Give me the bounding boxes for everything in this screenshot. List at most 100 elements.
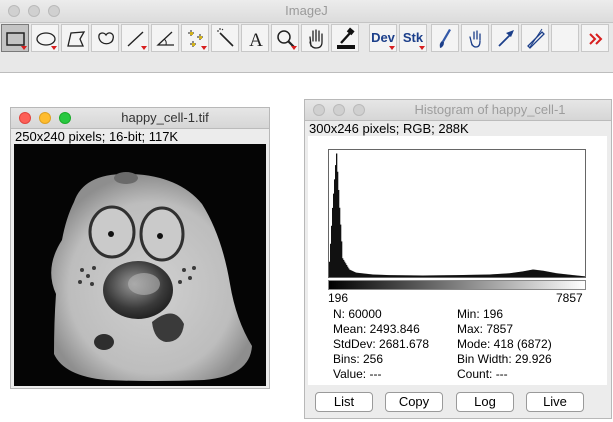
- histogram-bar: [390, 275, 392, 277]
- copy-button[interactable]: Copy: [385, 392, 443, 412]
- histogram-bar: [498, 273, 500, 277]
- histogram-bar: [363, 273, 365, 277]
- histogram-bar: [462, 275, 464, 277]
- line-tool[interactable]: [121, 24, 149, 52]
- scroll-tool[interactable]: [301, 24, 329, 52]
- histogram-bar: [430, 275, 432, 277]
- histogram-bar: [579, 275, 581, 277]
- zoom-button[interactable]: [59, 112, 71, 124]
- histogram-bar: [474, 274, 476, 277]
- histogram-bar: [374, 274, 376, 277]
- zoom-button[interactable]: [48, 5, 60, 17]
- stat-stddev: StdDev: 2681.678: [333, 337, 430, 351]
- wand-tool[interactable]: [211, 24, 239, 52]
- histogram-bar: [580, 275, 582, 277]
- image-canvas[interactable]: [14, 144, 266, 386]
- histogram-bar: [342, 258, 344, 277]
- stat-bins: Bins: 256: [333, 352, 384, 366]
- histogram-bar: [417, 275, 419, 277]
- zoom-tool[interactable]: [271, 24, 299, 52]
- histogram-bar: [425, 275, 427, 277]
- close-button[interactable]: [313, 104, 325, 116]
- histogram-bar: [435, 275, 437, 277]
- angle-tool[interactable]: [151, 24, 179, 52]
- histogram-bar: [382, 274, 384, 277]
- pencil-tool[interactable]: [521, 24, 549, 52]
- histogram-bar: [387, 275, 389, 277]
- close-button[interactable]: [8, 5, 20, 17]
- histogram-bar: [561, 273, 563, 277]
- histogram-bar: [548, 271, 550, 277]
- stk-tool[interactable]: Stk: [399, 24, 427, 52]
- text-tool[interactable]: A: [241, 24, 269, 52]
- histogram-bar: [520, 271, 522, 277]
- arrow-tool[interactable]: [491, 24, 519, 52]
- close-button[interactable]: [19, 112, 31, 124]
- histogram-bar: [350, 270, 352, 277]
- histogram-bar: [364, 273, 366, 277]
- histogram-bar: [331, 225, 333, 277]
- histogram-bar: [537, 270, 539, 277]
- rectangle-tool[interactable]: [1, 24, 29, 52]
- histogram-bar: [457, 275, 459, 277]
- histogram-bar: [368, 274, 370, 277]
- oval-tool[interactable]: [31, 24, 59, 52]
- histogram-bar: [490, 274, 492, 277]
- histogram-bar: [466, 274, 468, 277]
- zoom-button[interactable]: [353, 104, 365, 116]
- stat-count: Count: ---: [457, 367, 508, 381]
- histogram-bar: [361, 273, 363, 277]
- histogram-bar: [501, 273, 503, 277]
- image-window-titlebar: happy_cell-1.tif: [11, 108, 269, 129]
- minimize-button[interactable]: [39, 112, 51, 124]
- histogram-bar: [362, 273, 364, 277]
- dropdown-indicator-icon: [51, 46, 57, 50]
- dropdown-indicator-icon: [21, 46, 27, 50]
- histogram-bar: [504, 273, 506, 277]
- histogram-bar: [484, 274, 486, 277]
- log-button[interactable]: Log: [456, 392, 514, 412]
- dev-tool[interactable]: Dev: [369, 24, 397, 52]
- brush-tool[interactable]: [431, 24, 459, 52]
- stat-mode: Mode: 418 (6872): [457, 337, 552, 351]
- more-tools[interactable]: [581, 24, 609, 52]
- histogram-bar: [539, 270, 541, 277]
- histogram-bar: [523, 271, 525, 277]
- freehand-tool[interactable]: [91, 24, 119, 52]
- histogram-bar: [420, 275, 422, 277]
- histogram-bar: [564, 274, 566, 277]
- histogram-bar: [486, 274, 488, 277]
- histogram-bar: [514, 272, 516, 277]
- histogram-bar: [352, 271, 354, 277]
- list-button[interactable]: List: [315, 392, 373, 412]
- histogram-lut-bar: [328, 280, 586, 290]
- histogram-bar: [540, 270, 542, 277]
- histogram-bar: [360, 273, 362, 277]
- histogram-bar: [406, 275, 408, 277]
- polygon-tool[interactable]: [61, 24, 89, 52]
- histogram-bar: [463, 274, 465, 277]
- live-button[interactable]: Live: [526, 392, 584, 412]
- dropper-icon: [337, 27, 355, 49]
- flood-tool[interactable]: [461, 24, 489, 52]
- histogram-bar: [552, 272, 554, 277]
- histogram-bar: [573, 275, 575, 277]
- histogram-bar: [516, 272, 518, 277]
- histogram-bar: [470, 274, 472, 277]
- histogram-bar: [507, 273, 509, 277]
- minimize-button[interactable]: [333, 104, 345, 116]
- histogram-bar: [570, 274, 572, 277]
- color-picker-tool[interactable]: [331, 24, 359, 52]
- histogram-bar: [468, 274, 470, 277]
- histogram-bar: [400, 275, 402, 277]
- minimize-button[interactable]: [28, 5, 40, 17]
- histogram-bar: [428, 275, 430, 277]
- multipoint-icon: [188, 30, 203, 47]
- histogram-bar: [495, 274, 497, 277]
- histogram-bar: [394, 275, 396, 277]
- multipoint-tool[interactable]: [181, 24, 209, 52]
- histogram-bar: [562, 273, 564, 277]
- angle-icon: [156, 31, 174, 46]
- histogram-bar: [396, 275, 398, 277]
- image-window: happy_cell-1.tif 250x240 pixels; 16-bit;…: [10, 107, 270, 389]
